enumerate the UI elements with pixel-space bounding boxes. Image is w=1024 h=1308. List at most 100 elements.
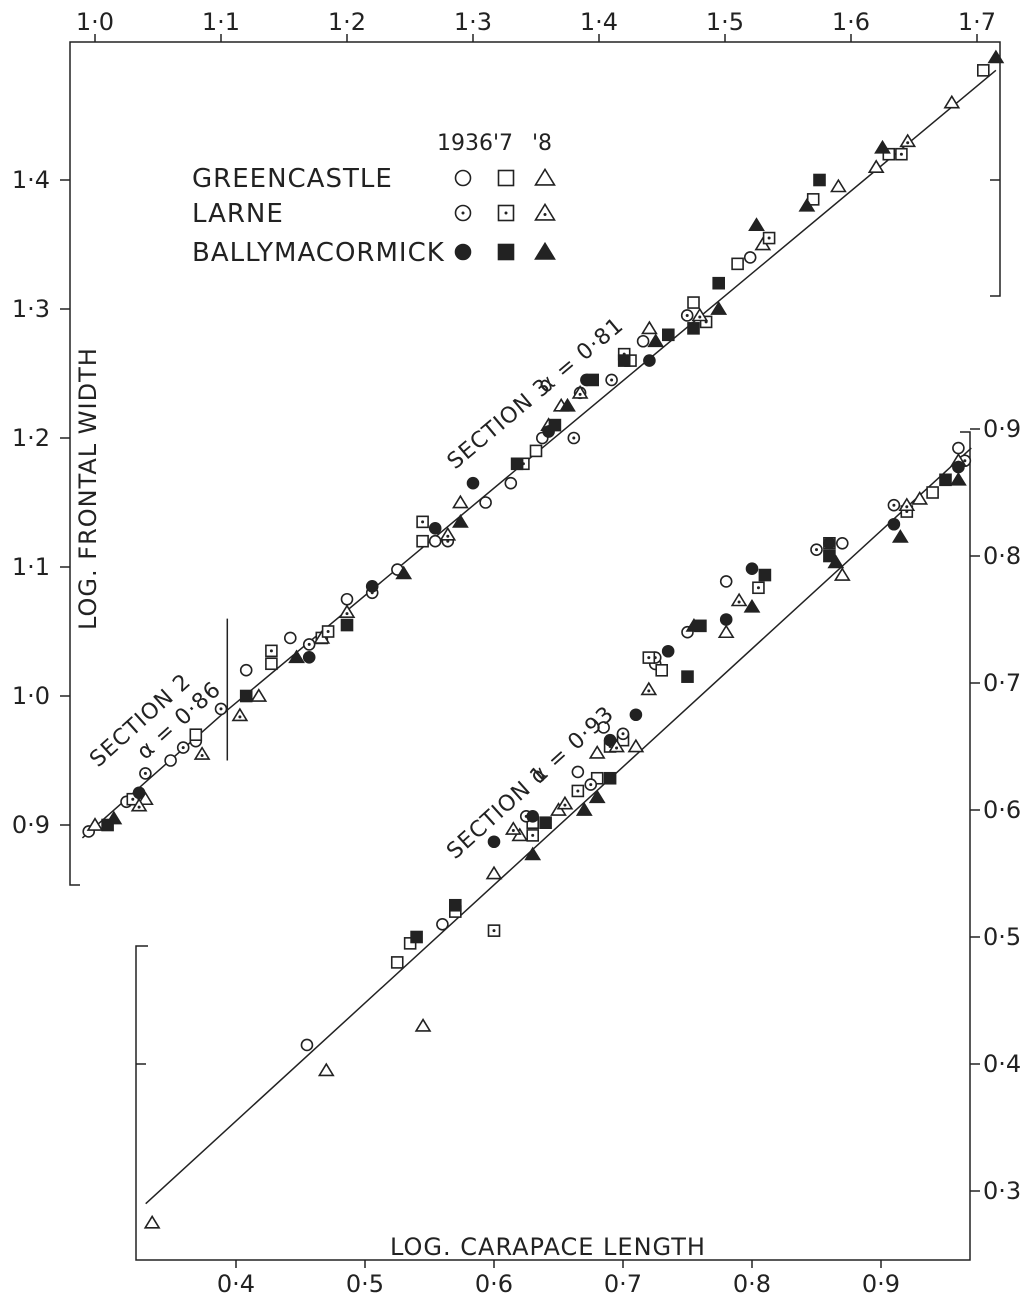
- upper-point-0-2: [164, 754, 177, 767]
- lower-point-1-0: [390, 956, 404, 969]
- upper-point-4-2: [321, 625, 335, 638]
- lower-frame-line: [135, 431, 971, 1261]
- upper-y-tick-label-0: 0·9: [12, 811, 50, 839]
- upper-point-6-3: [428, 521, 442, 535]
- lower-point-0-7: [835, 536, 849, 550]
- lower-point-4-1: [526, 829, 540, 842]
- upper-x-tick-label-5: 1·5: [706, 8, 744, 36]
- upper-point-0-13: [636, 334, 650, 348]
- lower-fit-line-0: [145, 447, 972, 1205]
- legend-year-8: '8: [532, 131, 552, 156]
- upper-point-7-4: [548, 418, 562, 432]
- lower-point-7-6: [758, 568, 772, 582]
- lower-point-8-7: [950, 471, 967, 486]
- legend-markers: [454, 167, 556, 261]
- lower-point-7-2: [539, 816, 552, 830]
- lower-point-6-1: [526, 810, 540, 823]
- lower-point-3-5: [887, 498, 901, 512]
- upper-y-tick-label-5: 1·4: [12, 166, 50, 194]
- upper-point-2-0: [86, 817, 104, 831]
- lower-point-8-4: [743, 598, 761, 613]
- upper-point-8-6: [710, 301, 728, 315]
- upper-point-0-6: [340, 592, 354, 606]
- upper-point-3-8: [680, 309, 694, 322]
- upper-point-0-8: [428, 534, 442, 548]
- lower-panel-frame: [135, 428, 980, 1268]
- upper-point-8-8: [798, 197, 816, 212]
- upper-point-3-1: [176, 741, 190, 754]
- upper-point-1-4: [529, 444, 543, 458]
- lower-point-5-5: [898, 497, 916, 512]
- lower-point-8-3: [685, 617, 703, 632]
- upper-point-3-6: [567, 431, 581, 445]
- upper-x-tick-label-6: 1·6: [832, 8, 870, 36]
- upper-point-0-5: [283, 631, 297, 645]
- lower-y-tick-label-0: 0·3: [983, 1177, 1021, 1205]
- upper-point-7-1: [239, 689, 253, 703]
- upper-point-8-1: [288, 649, 305, 664]
- lower-point-2-3: [485, 865, 503, 880]
- upper-y-tick-label-1: 1·0: [12, 682, 50, 710]
- upper-point-4-8: [895, 147, 908, 161]
- lower-y-tick-label-3: 0·6: [983, 796, 1021, 824]
- upper-x-tick-label-7: 1·7: [958, 8, 996, 36]
- upper-point-6-1: [302, 650, 316, 664]
- upper-point-5-1: [193, 746, 211, 760]
- upper-y-tick-label-2: 1·1: [12, 553, 50, 581]
- upper-point-5-3: [338, 604, 356, 619]
- lower-point-6-0: [487, 835, 501, 849]
- legend-marker-2-2: [534, 241, 556, 260]
- upper-point-7-5: [586, 373, 600, 387]
- lower-x-tick-label-5: 0·9: [862, 1270, 900, 1298]
- upper-point-1-1: [265, 657, 278, 671]
- upper-y-tick-label-3: 1·2: [12, 424, 50, 452]
- upper-point-1-3: [416, 534, 429, 548]
- upper-point-1-10: [976, 64, 990, 77]
- data-points: [82, 49, 1005, 1229]
- upper-point-4-7: [762, 231, 776, 245]
- upper-point-0-10: [504, 476, 518, 490]
- lower-point-2-10: [911, 490, 929, 505]
- lower-point-5-1: [556, 795, 574, 810]
- legend-label-greencastle: GREENCASTLE: [192, 164, 393, 194]
- lower-point-5-2: [608, 738, 625, 753]
- lower-x-tick-label-1: 0·5: [346, 1270, 384, 1298]
- upper-point-7-9: [712, 276, 726, 290]
- upper-point-6-7: [643, 354, 656, 367]
- upper-point-5-6: [571, 384, 589, 399]
- upper-x-tick-label-3: 1·3: [454, 8, 492, 36]
- upper-point-7-10: [813, 173, 826, 187]
- upper-point-6-2: [365, 580, 379, 593]
- lower-point-2-9: [833, 567, 851, 581]
- lower-y-tick-label-4: 0·7: [983, 669, 1021, 697]
- upper-point-8-7: [748, 217, 765, 232]
- upper-x-tick-label-0: 1·0: [76, 8, 114, 36]
- upper-point-2-8: [830, 178, 847, 193]
- legend-year-7: '7: [493, 131, 513, 156]
- legend-marker-0-1: [497, 169, 515, 187]
- upper-panel-frame: [60, 34, 1001, 886]
- upper-point-8-3: [452, 513, 469, 528]
- lower-point-1-1: [403, 937, 417, 950]
- upper-point-0-9: [479, 496, 492, 509]
- upper-point-8-10: [987, 49, 1005, 64]
- legend-marker-2-1: [497, 243, 515, 261]
- lower-point-5-0: [504, 821, 522, 835]
- upper-x-tick-label-2: 1·2: [328, 8, 366, 36]
- upper-point-5-4: [439, 526, 457, 541]
- lower-point-3-2: [616, 727, 630, 741]
- lower-point-0-8: [952, 441, 965, 455]
- lower-point-0-2: [571, 765, 585, 779]
- upper-point-5-8: [899, 133, 917, 148]
- legend-label-ballymacormick: BALLYMACORMICK: [192, 238, 445, 268]
- lower-point-6-8: [887, 517, 901, 531]
- upper-point-8-9: [874, 139, 891, 154]
- lower-point-1-8: [926, 486, 939, 499]
- upper-point-8-4: [559, 397, 576, 412]
- upper-frame-line: [69, 41, 1001, 886]
- lower-point-4-2: [571, 784, 585, 798]
- lower-point-4-4: [642, 651, 656, 664]
- lower-point-5-4: [730, 592, 748, 607]
- lower-x-tick-label-0: 0·4: [217, 1270, 255, 1298]
